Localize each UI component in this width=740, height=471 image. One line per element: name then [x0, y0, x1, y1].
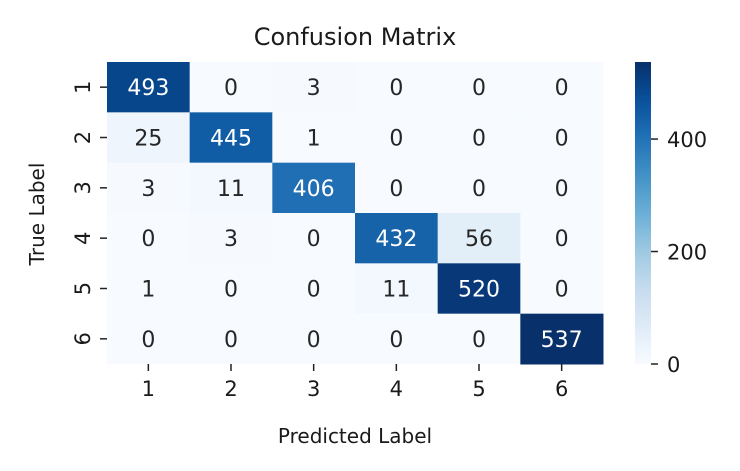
cell-value-label: 25	[134, 127, 162, 152]
heatmap-cell	[272, 62, 356, 113]
y-tick-label: 5	[71, 282, 95, 295]
cell-value-label: 0	[555, 177, 569, 202]
heatmap-cell	[437, 213, 521, 264]
cell-value-label: 0	[472, 328, 486, 353]
cell-value-label: 0	[224, 328, 238, 353]
heatmap-cell	[107, 263, 191, 315]
cell-value-label: 0	[224, 278, 238, 303]
cell-value-label: 0	[472, 127, 486, 152]
heatmap-cell	[355, 162, 439, 214]
colorbar-tick-label: 400	[667, 128, 707, 152]
cell-value-label: 56	[465, 227, 493, 252]
cell-value-label: 0	[141, 328, 155, 353]
heatmap-cell	[189, 263, 273, 315]
chart-title: Confusion Matrix	[254, 23, 457, 51]
y-tick-label: 6	[71, 332, 95, 345]
x-tick-label: 4	[390, 377, 403, 401]
heatmap-cell	[437, 62, 521, 113]
cell-value-label: 3	[224, 227, 238, 252]
heatmap-cell	[189, 213, 273, 264]
heatmap-cell	[437, 112, 521, 164]
heatmap-cell	[520, 112, 604, 164]
heatmap-cell	[189, 112, 273, 164]
cell-value-label: 0	[389, 328, 403, 353]
x-axis-label: Predicted Label	[278, 424, 432, 448]
heatmap-cell	[520, 162, 604, 214]
heatmap-cell	[520, 62, 604, 113]
heatmap-cell	[520, 313, 604, 365]
cell-value-label: 0	[472, 177, 486, 202]
cell-value-label: 0	[389, 177, 403, 202]
x-tick-label: 5	[472, 377, 485, 401]
cell-value-label: 493	[127, 76, 169, 101]
cell-value-label: 3	[307, 76, 321, 101]
heatmap-cell	[189, 313, 273, 365]
cell-value-label: 520	[458, 278, 500, 303]
x-tick-label: 6	[555, 377, 568, 401]
cell-value-label: 0	[307, 278, 321, 303]
heatmap-cell	[355, 62, 439, 113]
cell-value-label: 11	[382, 278, 410, 303]
x-tick-label: 2	[224, 377, 237, 401]
y-tick-label: 3	[71, 181, 95, 194]
heatmap-cell	[107, 213, 191, 264]
heatmap-cell	[437, 162, 521, 214]
y-tick-label: 4	[71, 231, 95, 244]
heatmap-cell	[189, 62, 273, 113]
colorbar-ticks: 0 200 400	[651, 128, 707, 377]
heatmap-cell	[520, 263, 604, 315]
colorbar	[635, 62, 651, 364]
heatmap-cell	[272, 112, 356, 164]
colorbar-tick-label: 200	[667, 241, 707, 265]
cell-value-label: 406	[293, 177, 335, 202]
heatmap-cells: 493 0 3 0 0 0 25 445 1 0 0 0 3 11 406 0 0 0 0 3 0 432 56 0 1 0 0 11…	[107, 62, 604, 365]
x-tick-label: 1	[142, 377, 155, 401]
cell-value-label: 432	[375, 227, 417, 252]
cell-value-label: 3	[141, 177, 155, 202]
cell-value-label: 1	[141, 278, 155, 303]
heatmap-cell	[107, 62, 191, 113]
cell-value-label: 0	[307, 227, 321, 252]
cell-value-label: 0	[141, 227, 155, 252]
heatmap-cell	[107, 313, 191, 365]
cell-value-label: 0	[307, 328, 321, 353]
cell-value-label: 0	[224, 76, 238, 101]
cell-value-label: 445	[210, 127, 252, 152]
heatmap-cell	[520, 213, 604, 264]
heatmap-cell	[437, 313, 521, 365]
heatmap-cell	[355, 263, 439, 315]
x-tick-label: 3	[307, 377, 320, 401]
heatmap-cell	[272, 213, 356, 264]
cell-value-label: 11	[217, 177, 245, 202]
cell-value-label: 0	[472, 76, 486, 101]
y-tick-label: 1	[71, 80, 95, 93]
heatmap-cell	[107, 112, 191, 164]
cell-value-label: 0	[555, 127, 569, 152]
cell-value-label: 537	[541, 328, 583, 353]
heatmap-cell	[437, 263, 521, 315]
heatmap-cell	[355, 112, 439, 164]
heatmap-cell	[272, 313, 356, 365]
heatmap-cell	[189, 162, 273, 214]
x-axis-ticks: 1 2 3 4 5 6	[142, 364, 568, 401]
heatmap-cell	[355, 213, 439, 264]
cell-value-label: 1	[307, 127, 321, 152]
y-axis-label: True Label	[25, 163, 49, 267]
heatmap-cell	[355, 313, 439, 365]
cell-value-label: 0	[555, 227, 569, 252]
cell-value-label: 0	[555, 76, 569, 101]
cell-value-label: 0	[389, 76, 403, 101]
heatmap-cell	[272, 162, 356, 214]
heatmap-cell	[107, 162, 191, 214]
y-tick-label: 2	[71, 131, 95, 144]
cell-value-label: 0	[555, 278, 569, 303]
y-axis-ticks: 1 2 3 4 5 6	[71, 80, 107, 346]
cell-value-label: 0	[389, 127, 403, 152]
heatmap-cell	[272, 263, 356, 315]
colorbar-tick-label: 0	[667, 353, 680, 377]
